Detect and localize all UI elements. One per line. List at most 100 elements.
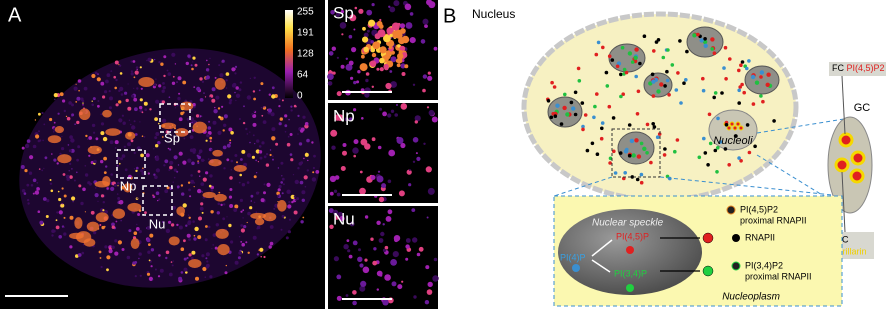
signal (143, 101, 148, 106)
signal (154, 175, 158, 179)
signal (191, 121, 193, 124)
dot (595, 152, 600, 156)
dot (684, 78, 688, 82)
signal (387, 209, 393, 215)
signal (111, 222, 115, 227)
signal (268, 245, 272, 249)
dot (674, 88, 679, 92)
signal (246, 221, 248, 224)
signal (352, 240, 358, 246)
signal (401, 280, 404, 283)
signal (139, 274, 142, 277)
signal (384, 245, 389, 250)
signal (224, 271, 228, 275)
signal (210, 149, 213, 151)
signal (166, 186, 170, 190)
signal (193, 86, 196, 88)
signal (416, 252, 421, 257)
signal (187, 181, 191, 184)
signal (90, 210, 95, 215)
signal (186, 256, 189, 260)
speckle-title: Nuclear speckle (592, 218, 664, 229)
signal (78, 184, 82, 188)
dot (608, 156, 613, 161)
signal (243, 105, 245, 108)
signal (118, 199, 120, 201)
signal (336, 274, 342, 280)
dot (642, 146, 647, 151)
signal (43, 167, 45, 169)
signal (167, 147, 170, 150)
signal (114, 60, 119, 65)
signal (155, 191, 160, 195)
signal (136, 223, 138, 226)
signal (209, 140, 212, 143)
signal (379, 67, 384, 72)
signal (245, 127, 248, 131)
signal (270, 112, 275, 117)
signal (381, 183, 387, 189)
inset (328, 206, 438, 309)
speckle-signal (94, 180, 110, 188)
signal (405, 22, 413, 29)
signal (76, 158, 79, 162)
signal (185, 61, 189, 66)
dot (720, 91, 724, 95)
signal (205, 171, 209, 175)
signal (180, 271, 184, 274)
signal (182, 80, 187, 85)
signal (77, 253, 82, 257)
speckle-signal (250, 212, 266, 219)
signal (182, 160, 187, 165)
dot (712, 95, 716, 100)
signal (211, 248, 213, 250)
signal (425, 166, 432, 173)
region-box (159, 103, 191, 133)
dot (668, 176, 672, 181)
region-box (116, 149, 146, 179)
signal (70, 138, 75, 143)
signal (253, 110, 256, 113)
dot (657, 132, 662, 136)
signal (76, 171, 78, 174)
colorbar (285, 10, 293, 98)
dot (663, 147, 667, 151)
signal (158, 84, 162, 88)
dot (665, 69, 669, 74)
signal (428, 1, 436, 9)
signal (84, 211, 86, 213)
signal (157, 141, 161, 145)
signal (279, 117, 283, 121)
signal (256, 139, 260, 143)
signal (161, 100, 166, 104)
signal (405, 257, 409, 261)
signal (138, 252, 142, 256)
signal (228, 223, 232, 228)
signal (198, 216, 202, 221)
signal (204, 276, 207, 279)
signal (202, 266, 207, 272)
signal (376, 175, 384, 183)
signal (67, 144, 70, 146)
signal (157, 199, 159, 202)
signal (379, 107, 383, 111)
signal (239, 173, 242, 177)
signal (388, 5, 391, 8)
dot (733, 134, 738, 138)
signal (240, 228, 245, 233)
signal (250, 194, 254, 198)
signal (61, 135, 63, 138)
signal (271, 127, 276, 132)
signal (206, 260, 209, 263)
signal (216, 211, 220, 215)
signal (63, 216, 66, 219)
signal (91, 100, 93, 102)
signal (302, 115, 306, 119)
signal (130, 60, 133, 63)
signal (265, 163, 270, 167)
signal (37, 210, 41, 213)
signal (38, 168, 41, 170)
signal (217, 130, 222, 135)
signal (306, 169, 309, 172)
